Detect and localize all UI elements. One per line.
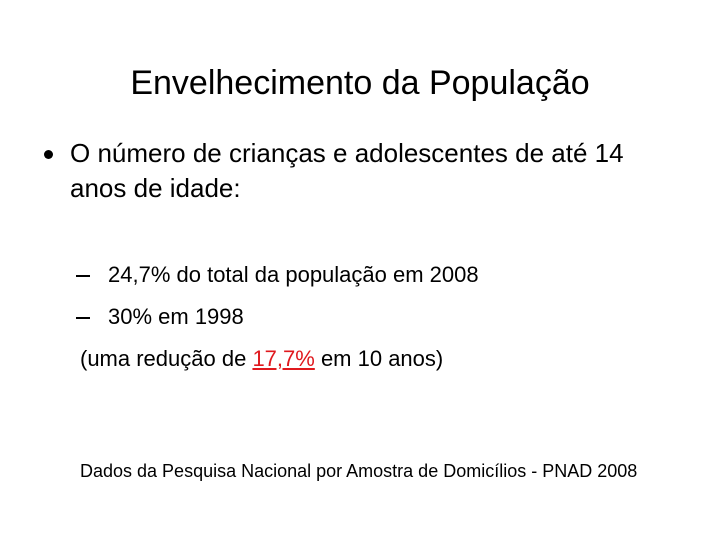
dash [76,317,90,319]
sub-item: 24,7% do total da população em 2008 [108,262,479,287]
note-text: em 10 anos) [314,346,444,371]
bullet-dot [44,150,53,159]
dash [76,275,90,277]
highlight: 17,7% [252,346,315,371]
note-text: (uma redução de [80,346,253,371]
slide-title: Envelhecimento da População [130,64,590,102]
note: (uma redução de 17,7% em 10 anos) [80,344,443,374]
sub-item: 30% em 1998 [108,304,244,329]
source: Dados da Pesquisa Nacional por Amostra d… [80,461,638,481]
bullet-text: O número de crianças e adolescentes de a… [70,138,624,203]
